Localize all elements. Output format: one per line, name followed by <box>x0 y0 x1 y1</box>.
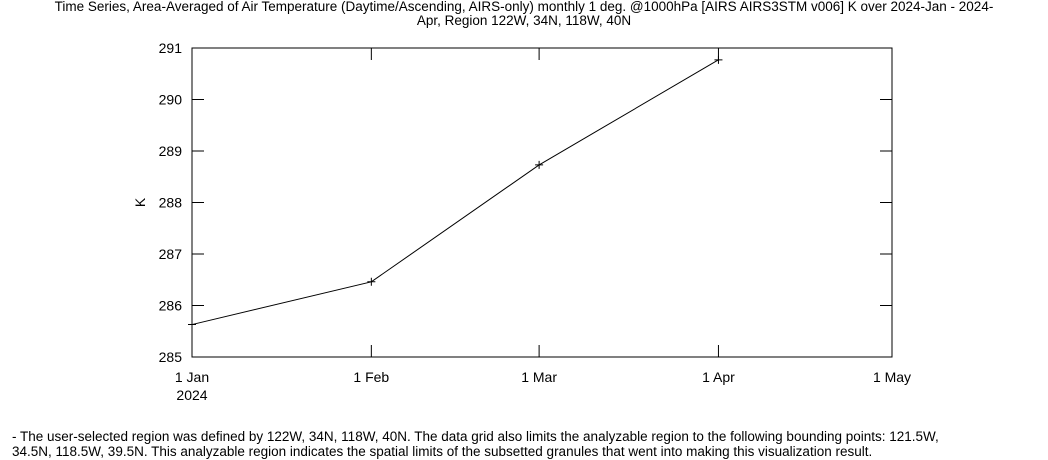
y-axis-label: K <box>132 197 148 207</box>
region-footnote: - The user-selected region was defined b… <box>12 429 1042 459</box>
y-tick-label: 290 <box>159 92 183 108</box>
plot-frame <box>191 47 893 358</box>
y-tick-label: 285 <box>159 349 183 365</box>
y-tick-label: 289 <box>159 143 183 159</box>
footnote-line-1: - The user-selected region was defined b… <box>12 429 939 444</box>
y-tick-label: 291 <box>159 40 183 56</box>
y-tick-label: 286 <box>159 298 183 314</box>
x-tick-label: 1 Mar <box>521 369 557 385</box>
x-tick-label: 1 Feb <box>353 369 389 385</box>
chart-title-line-2: Apr, Region 122W, 34N, 118W, 40N <box>416 13 632 28</box>
data-point <box>535 160 544 169</box>
footnote-line-2: 34.5N, 118.5W, 39.5N. This analyzable re… <box>12 444 873 459</box>
chart-plot: 285 286 287 288 289 290 291 1 Jan 2024 1 Feb 1 Mar… <box>132 40 911 403</box>
x-tick-year-label: 2024 <box>176 387 207 403</box>
chart-title-line-1: Time Series, Area-Averaged of Air Temper… <box>54 0 994 14</box>
data-point <box>367 277 376 286</box>
x-tick-label: 1 Jan <box>175 369 209 385</box>
y-tick-label: 287 <box>159 246 183 262</box>
x-tick-label: 1 May <box>873 369 911 385</box>
data-point <box>714 55 723 64</box>
series-line <box>191 59 719 326</box>
chart-title: Time Series, Area-Averaged of Air Temper… <box>0 0 1048 28</box>
data-point <box>188 320 196 329</box>
x-tick-label: 1 Apr <box>702 369 735 385</box>
y-tick-label: 288 <box>159 195 183 211</box>
